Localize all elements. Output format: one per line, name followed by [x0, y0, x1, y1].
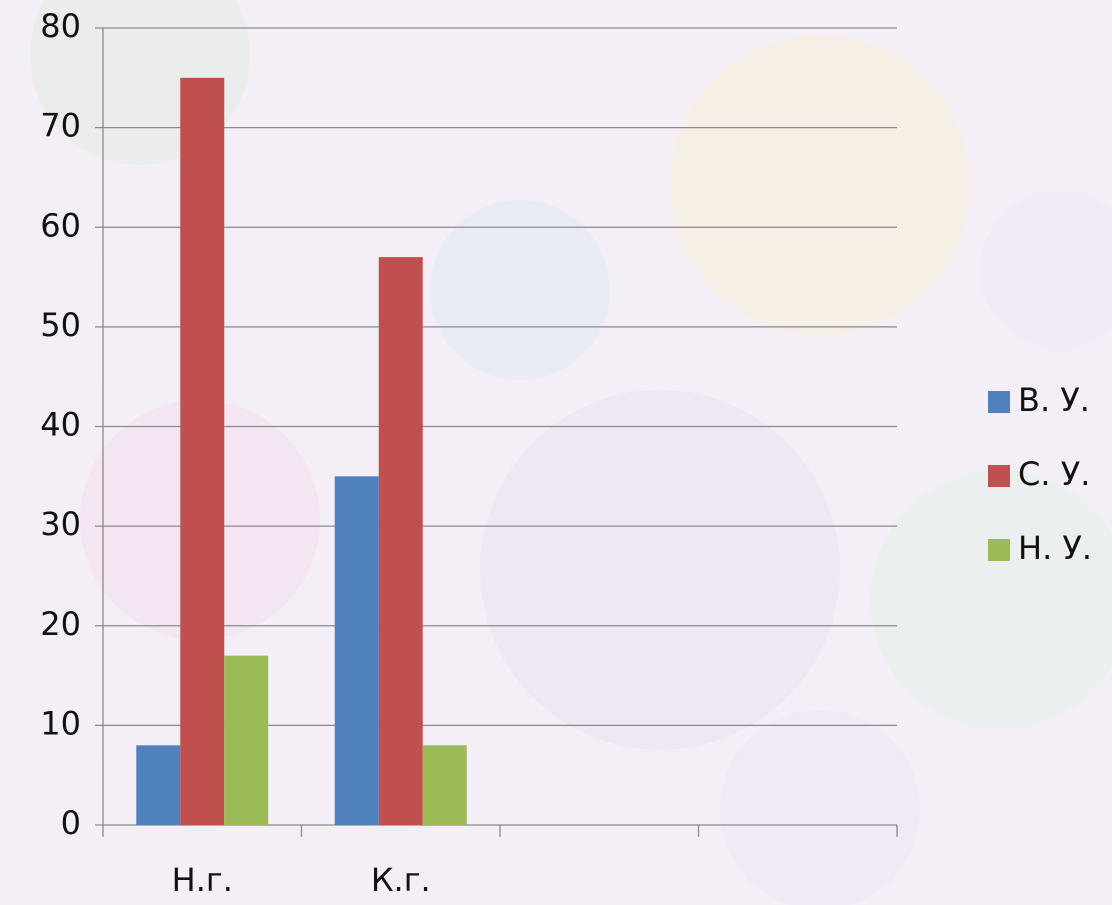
bar — [136, 745, 181, 825]
legend-label: С. У. — [1018, 455, 1090, 493]
legend-label: В. У. — [1018, 381, 1090, 419]
y-tick-label: 40 — [40, 406, 81, 444]
bar — [180, 77, 225, 825]
bar — [422, 745, 467, 825]
legend-label: Н. У. — [1018, 529, 1092, 567]
legend-swatch — [988, 539, 1010, 561]
y-tick-label: 30 — [40, 505, 81, 543]
bar — [224, 655, 269, 825]
y-tick-label: 50 — [40, 306, 81, 344]
legend-swatch — [988, 465, 1010, 487]
y-tick-label: 70 — [40, 107, 81, 145]
bar — [378, 257, 423, 825]
legend-swatch — [988, 391, 1010, 413]
x-tick-label: К.г. — [371, 861, 431, 899]
y-tick-label: 60 — [40, 206, 81, 244]
y-tick-label: 10 — [40, 704, 81, 742]
y-tick-label: 20 — [40, 605, 81, 643]
x-tick-label: Н.г. — [172, 861, 233, 899]
y-tick-label: 0 — [61, 804, 81, 842]
bar — [334, 476, 379, 825]
y-tick-label: 80 — [40, 7, 81, 45]
